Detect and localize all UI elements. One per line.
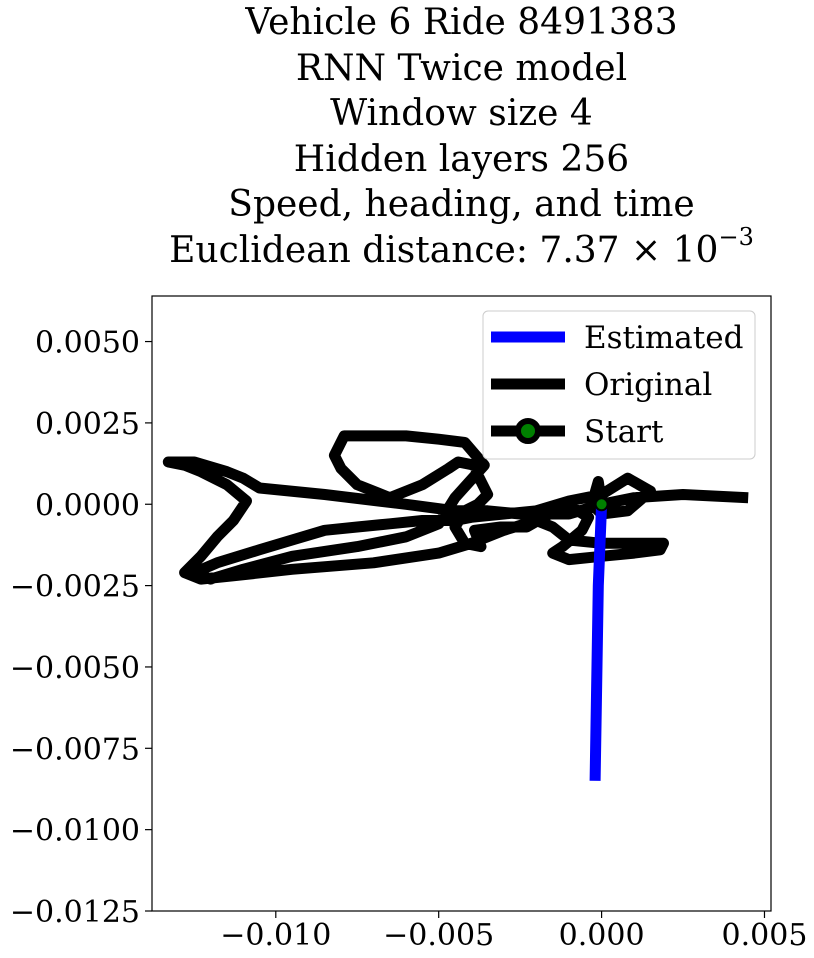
title-line-3: Window size 4 [330, 93, 593, 134]
x-tick-label: −0.005 [383, 918, 494, 953]
series-layer [162, 430, 749, 781]
y-tick-label: 0.0050 [35, 326, 140, 361]
title-line-1: Vehicle 6 Ride 8491383 [245, 2, 678, 43]
axis-ticks: −0.010 −0.005 0.000 0.005 0.0050 0.0025 0.0000… [10, 326, 808, 953]
legend-start-marker [515, 418, 541, 444]
y-tick-label: −0.0075 [10, 732, 140, 767]
chart-title: Vehicle 6 Ride 8491383 RNN Twice model W… [152, 0, 771, 273]
y-tick-label: 0.0025 [35, 407, 140, 442]
title-metric-line: Euclidean distance: 7.37 × 10−3 [152, 225, 771, 274]
title-line-4: Hidden layers 256 [293, 138, 630, 180]
title-line-5: Speed, heading, and time [228, 184, 695, 225]
legend-box [482, 310, 756, 460]
y-tick-label: −0.0050 [10, 651, 140, 686]
y-tick-label: −0.0125 [10, 895, 140, 930]
title-line-2: RNN Twice model [295, 47, 628, 89]
title-metric-prefix: Euclidean distance: 7.37 × 10 [169, 229, 719, 271]
plot-frame [151, 295, 772, 912]
legend-estimated-label: Estimated [584, 320, 743, 356]
y-tick-label: −0.0025 [10, 570, 140, 605]
legend-start-label: Start [584, 414, 664, 450]
x-tick-label: −0.010 [220, 918, 331, 953]
y-tick-label: 0.0000 [35, 488, 140, 523]
y-tick-label: −0.0100 [10, 814, 140, 849]
series-original-line [162, 430, 749, 585]
series-estimated-line [589, 504, 608, 781]
title-metric-exponent: −3 [718, 222, 754, 251]
legend-original-label: Original [584, 367, 712, 403]
series-start-marker [594, 497, 609, 512]
x-tick-label: 0.005 [722, 918, 808, 953]
x-tick-label: 0.000 [559, 918, 645, 953]
legend: Estimated Original Start [482, 310, 756, 460]
